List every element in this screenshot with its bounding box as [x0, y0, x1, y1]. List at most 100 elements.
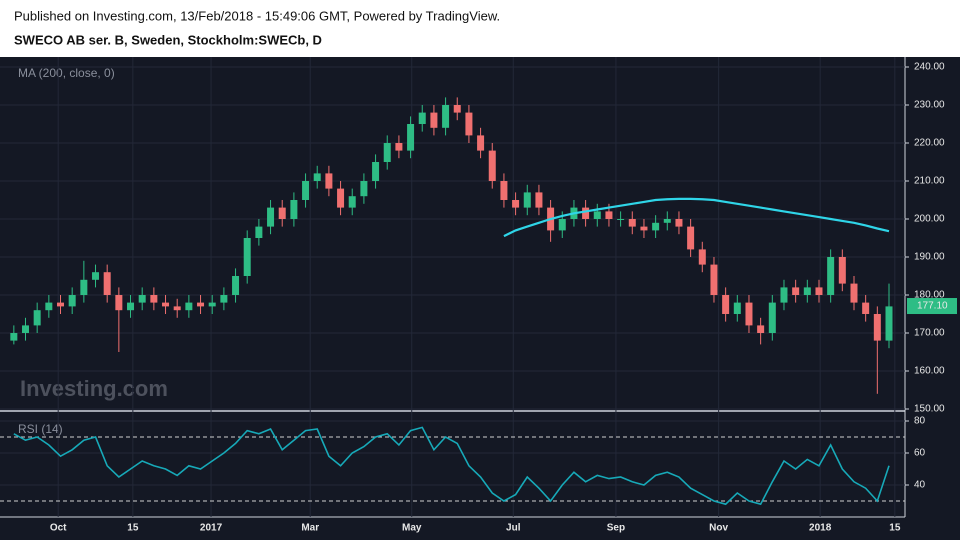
y-tick-label: 40 [914, 480, 926, 491]
candle-body [45, 302, 53, 311]
candle-body [337, 188, 345, 208]
x-tick-label: Sep [607, 523, 625, 534]
candle-body [862, 302, 870, 314]
published-note: Published on Investing.com, 13/Feb/2018 … [14, 8, 500, 23]
x-tick-label: Mar [301, 523, 319, 534]
candle-body [733, 302, 741, 314]
candle-body [675, 219, 683, 227]
candle-body [827, 257, 835, 295]
candle-body [127, 302, 135, 311]
candle-body [500, 181, 508, 200]
candle-body [383, 143, 391, 162]
candle-body [302, 181, 310, 200]
candle-body [640, 226, 648, 231]
candle-body [465, 112, 473, 136]
candle-body [745, 302, 753, 326]
candle-body [652, 222, 660, 231]
y-tick-label: 180.00 [914, 290, 945, 301]
candle-body [558, 219, 566, 231]
x-tick-label: 15 [889, 523, 901, 534]
candle-body [255, 226, 263, 238]
candle-body [477, 135, 485, 151]
candle-body [488, 150, 496, 181]
candle-body [22, 325, 30, 333]
candle-body [593, 211, 601, 219]
candle-body [722, 295, 730, 314]
last-price-label: 177.10 [917, 301, 948, 312]
y-tick-label: 210.00 [914, 176, 945, 187]
candle-body [103, 272, 111, 295]
candle-body [92, 272, 100, 280]
x-tick-label: Oct [50, 523, 67, 534]
candle-body [57, 302, 65, 307]
x-tick-label: 2017 [200, 523, 223, 534]
y-tick-label: 220.00 [914, 138, 945, 149]
x-tick-label: May [402, 523, 422, 534]
candle-body [372, 162, 380, 181]
candle-body [68, 295, 76, 307]
candle-body [523, 192, 531, 208]
candle-body [442, 105, 450, 128]
y-tick-label: 150.00 [914, 404, 945, 415]
candle-body [267, 207, 275, 227]
y-tick-label: 160.00 [914, 366, 945, 377]
candle-body [535, 192, 543, 208]
symbol-title: SWECO AB ser. B, Sweden, Stockholm:SWECb… [14, 32, 322, 47]
x-tick-label: Jul [506, 523, 521, 534]
candle-body [10, 333, 18, 341]
rsi-label: RSI (14) [18, 422, 63, 436]
ma-label: MA (200, close, 0) [18, 66, 115, 80]
candle-body [453, 105, 461, 113]
candle-body [348, 196, 356, 208]
candle-body [150, 295, 158, 303]
y-tick-label: 200.00 [914, 214, 945, 225]
candle-body [617, 219, 625, 220]
candle-body [243, 238, 251, 276]
candle-body [838, 257, 846, 284]
y-tick-label: 230.00 [914, 100, 945, 111]
x-tick-label: 15 [127, 523, 139, 534]
candle-body [757, 325, 765, 333]
candle-body [185, 302, 193, 311]
candle-body [232, 276, 240, 295]
candle-body [80, 279, 88, 295]
candle-body [173, 306, 181, 311]
candle-body [278, 207, 286, 219]
candle-body [162, 302, 170, 307]
candle-body [313, 173, 321, 181]
candle-body [687, 226, 695, 250]
candle-body [395, 143, 403, 151]
candle-body [512, 200, 520, 208]
candle-body [803, 287, 811, 295]
candle-body [815, 287, 823, 295]
moving-average-line [503, 197, 890, 238]
candle-body [628, 219, 636, 227]
candle-body [768, 302, 776, 333]
candle-body [850, 283, 858, 303]
y-tick-label: 170.00 [914, 328, 945, 339]
candle-body [208, 302, 216, 307]
candle-body [360, 181, 368, 197]
candle-body [605, 211, 613, 219]
candle-body [885, 306, 893, 341]
candle-body [407, 124, 415, 151]
candle-body [418, 112, 426, 124]
candle-body [197, 302, 205, 307]
y-tick-label: 80 [914, 416, 926, 427]
candle-body [873, 314, 881, 341]
candle-body [220, 295, 228, 303]
watermark: Investing.com [20, 376, 168, 401]
candle-body [325, 173, 333, 189]
candle-body [430, 112, 438, 128]
rsi-line [13, 426, 890, 506]
candle-body [663, 219, 671, 223]
candle-body [780, 287, 788, 303]
candle-body [698, 249, 706, 265]
candle-body [33, 310, 41, 326]
x-tick-label: 2018 [809, 523, 832, 534]
last-price-box [907, 298, 957, 315]
x-tick-label: Nov [709, 523, 728, 534]
y-tick-label: 190.00 [914, 252, 945, 263]
